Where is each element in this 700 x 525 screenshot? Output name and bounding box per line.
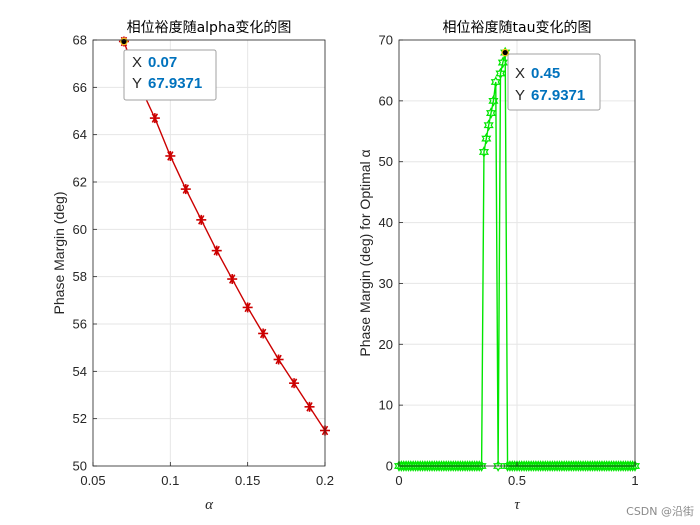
tau-y-axis-label: Phase Margin (deg) for Optimal α	[357, 149, 373, 356]
tau-y-tick-label: 60	[379, 93, 393, 108]
tau-x-tick-label: 1	[631, 473, 638, 488]
tau-data-point	[485, 107, 497, 119]
tau-datatip-marker	[501, 48, 510, 57]
tau-x-tick-label: 0.5	[508, 473, 526, 488]
alpha-datatip-y-label: Y	[132, 75, 142, 92]
alpha-y-tick-label: 58	[73, 269, 87, 284]
tau-x-axis-label: τ	[514, 497, 520, 513]
tau-data-point	[495, 67, 506, 80]
tau-data-point	[483, 119, 494, 132]
alpha-y-tick-label: 56	[73, 317, 87, 332]
alpha-axes-box	[92, 39, 326, 467]
alpha-y-tick-label: 68	[73, 33, 87, 48]
alpha-data-point	[258, 328, 269, 339]
alpha-y-tick-label: 62	[73, 175, 87, 190]
alpha-datatip-x-label: X	[132, 54, 142, 71]
alpha-datatip-x-value: 0.07	[148, 54, 177, 71]
alpha-datatip-marker	[120, 37, 128, 46]
alpha-data-point	[304, 401, 315, 412]
alpha-x-tick-label: 0.15	[235, 473, 260, 488]
alpha-data-point	[149, 113, 160, 124]
tau-data-point	[629, 460, 641, 472]
tau-y-tick-label: 30	[379, 276, 393, 291]
alpha-y-tick-label: 52	[73, 411, 87, 426]
alpha-data-point	[211, 245, 222, 256]
alpha-y-tick-label: 64	[73, 127, 87, 142]
alpha-x-axis-label: α	[205, 497, 214, 513]
tau-datatip-x-value: 0.45	[531, 65, 560, 82]
tau-data-point	[478, 146, 490, 158]
alpha-x-tick-label: 0.05	[80, 473, 105, 488]
tau-data-point	[500, 46, 511, 59]
alpha-plot-area	[93, 40, 325, 466]
alpha-axes[interactable]: 0.05 0.1 0.15 0.2 50 52 54 56 58 60 62 64 66 68 相位裕度随…	[51, 20, 334, 513]
alpha-x-tick-label: 0.1	[161, 473, 179, 488]
tau-y-tick-label: 70	[379, 33, 393, 48]
tau-data-point	[490, 76, 501, 88]
tau-datatip-y-label: Y	[515, 87, 525, 104]
tau-data-point	[497, 56, 508, 69]
tau-datatip-box	[507, 53, 601, 111]
alpha-ticks: 0.05 0.1 0.15 0.2 50 52 54 56 58 60 62 64 66 68	[73, 33, 335, 489]
tau-x-tick-label: 0	[395, 473, 402, 488]
alpha-data-point	[227, 274, 238, 285]
tau-y-tick-label: 40	[379, 215, 393, 230]
tau-y-tick-label: 20	[379, 337, 393, 352]
tau-y-tick-label: 50	[379, 154, 393, 169]
alpha-y-axis-label: Phase Margin (deg)	[51, 192, 67, 315]
alpha-data-point	[165, 150, 176, 161]
alpha-data-point	[273, 354, 284, 365]
tau-data-point	[493, 460, 504, 472]
tau-data-point	[476, 460, 487, 472]
alpha-data-point	[180, 184, 191, 195]
tau-y-tick-label: 0	[386, 459, 393, 474]
alpha-datatip-y-value: 67.9371	[148, 75, 202, 92]
alpha-data-point	[196, 214, 207, 225]
alpha-data-point	[289, 378, 300, 389]
tau-data-point	[481, 132, 492, 145]
tau-datatip-y-value: 67.9371	[531, 87, 585, 104]
alpha-y-tick-label: 66	[73, 80, 87, 95]
alpha-chart-title: 相位裕度随alpha变化的图	[127, 20, 292, 36]
alpha-grid	[92, 39, 326, 467]
watermark: CSDN @沿街	[626, 505, 694, 518]
tau-datatip[interactable]: X 0.45 Y 67.9371	[507, 53, 601, 111]
tau-chart-title: 相位裕度随tau变化的图	[443, 20, 592, 36]
tau-datatip-x-label: X	[515, 65, 525, 82]
alpha-y-tick-label: 54	[73, 364, 87, 379]
alpha-data-point	[242, 302, 253, 313]
tau-y-tick-label: 10	[379, 398, 393, 413]
alpha-x-tick-label: 0.2	[316, 473, 334, 488]
alpha-datatip[interactable]: X 0.07 Y 67.9371	[123, 49, 217, 101]
alpha-datatip-box	[123, 49, 217, 101]
alpha-y-tick-label: 60	[73, 222, 87, 237]
tau-data-point	[488, 95, 499, 107]
alpha-y-tick-label: 50	[73, 459, 87, 474]
